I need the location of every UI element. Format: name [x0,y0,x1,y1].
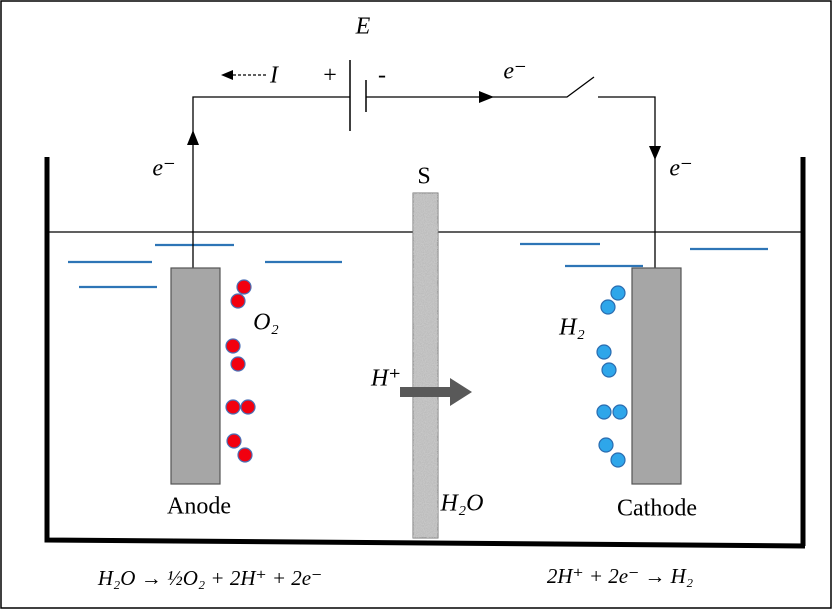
cathode-label: Cathode [617,496,697,522]
hydrogen-bubbles [596,285,628,468]
current-label: I [269,63,279,89]
oxygen-bubbles [225,279,256,463]
tank [44,157,806,549]
cathode-equation: 2H⁺ + 2e⁻ → H₂ [547,564,693,588]
hydrogen-label: H₂ [558,315,585,341]
proton-arrow [400,378,472,406]
water-ripples [68,242,768,289]
electron-label: e⁻ [152,156,175,182]
separator-texture [413,193,438,538]
electron-label: e⁻ [503,59,526,85]
anode [170,267,221,485]
anode-label: Anode [167,494,231,520]
proton-label: H⁺ [370,366,401,392]
water-label: H₂O [439,491,483,517]
separator-label: S [417,164,430,190]
current-arrowhead [221,70,233,80]
emf-label: E [355,14,371,40]
oxygen-label: O₂ [253,310,279,336]
electron-label: e⁻ [669,156,692,182]
cathode [631,267,682,485]
plus-label: + [323,63,337,89]
wire [192,76,656,268]
anode-equation: H₂O → ½O₂ + 2H⁺ + 2e⁻ [97,566,322,590]
minus-label: - [378,63,386,89]
